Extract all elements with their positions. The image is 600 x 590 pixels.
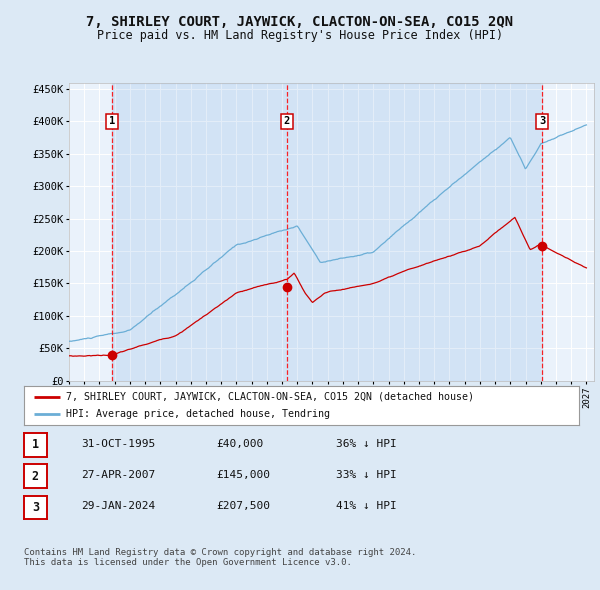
Text: 33% ↓ HPI: 33% ↓ HPI	[336, 470, 397, 480]
Text: 1: 1	[32, 438, 39, 451]
Text: 27-APR-2007: 27-APR-2007	[81, 470, 155, 480]
Text: 2: 2	[32, 470, 39, 483]
Text: 2: 2	[284, 116, 290, 126]
Text: 1: 1	[109, 116, 115, 126]
Text: £207,500: £207,500	[216, 502, 270, 511]
Text: 7, SHIRLEY COURT, JAYWICK, CLACTON-ON-SEA, CO15 2QN: 7, SHIRLEY COURT, JAYWICK, CLACTON-ON-SE…	[86, 15, 514, 30]
Text: Contains HM Land Registry data © Crown copyright and database right 2024.
This d: Contains HM Land Registry data © Crown c…	[24, 548, 416, 567]
Text: 7, SHIRLEY COURT, JAYWICK, CLACTON-ON-SEA, CO15 2QN (detached house): 7, SHIRLEY COURT, JAYWICK, CLACTON-ON-SE…	[65, 392, 473, 402]
Text: Price paid vs. HM Land Registry's House Price Index (HPI): Price paid vs. HM Land Registry's House …	[97, 30, 503, 42]
Text: 31-OCT-1995: 31-OCT-1995	[81, 439, 155, 448]
Text: 36% ↓ HPI: 36% ↓ HPI	[336, 439, 397, 448]
Text: £145,000: £145,000	[216, 470, 270, 480]
Bar	[112, 83, 542, 381]
Text: 3: 3	[539, 116, 545, 126]
Text: HPI: Average price, detached house, Tendring: HPI: Average price, detached house, Tend…	[65, 409, 329, 419]
Text: 29-JAN-2024: 29-JAN-2024	[81, 502, 155, 511]
Text: 41% ↓ HPI: 41% ↓ HPI	[336, 502, 397, 511]
Text: 3: 3	[32, 501, 39, 514]
Text: £40,000: £40,000	[216, 439, 263, 448]
